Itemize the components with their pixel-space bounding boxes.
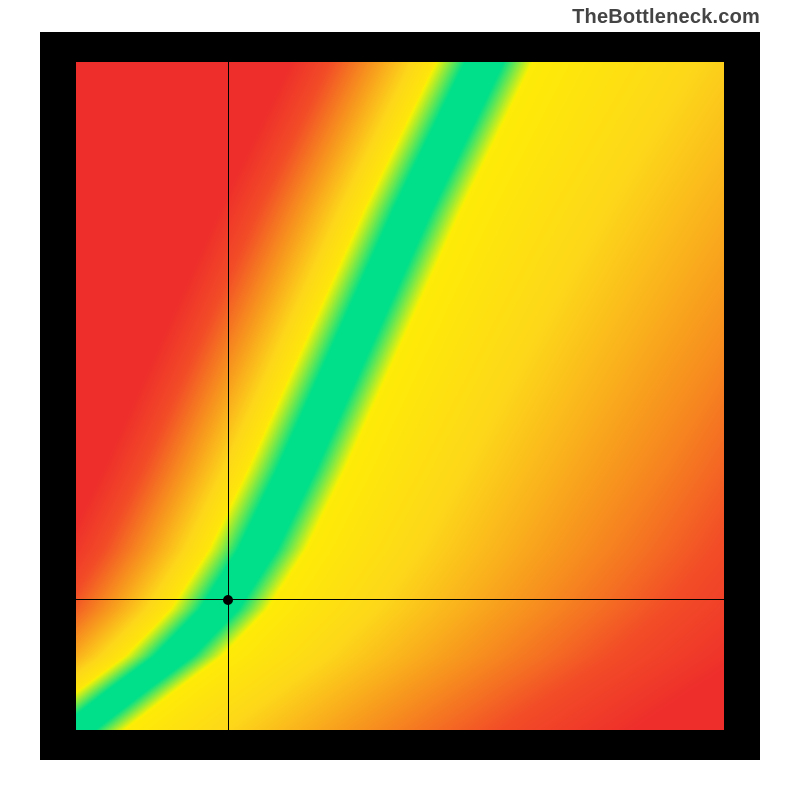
heatmap-canvas	[76, 62, 724, 730]
crosshair-vertical	[228, 62, 229, 730]
watermark-text: TheBottleneck.com	[572, 6, 760, 29]
plot-area	[76, 62, 724, 730]
crosshair-horizontal	[76, 599, 724, 600]
marker-dot	[223, 595, 233, 605]
root-container: TheBottleneck.com	[0, 0, 800, 800]
chart-frame	[40, 32, 760, 760]
